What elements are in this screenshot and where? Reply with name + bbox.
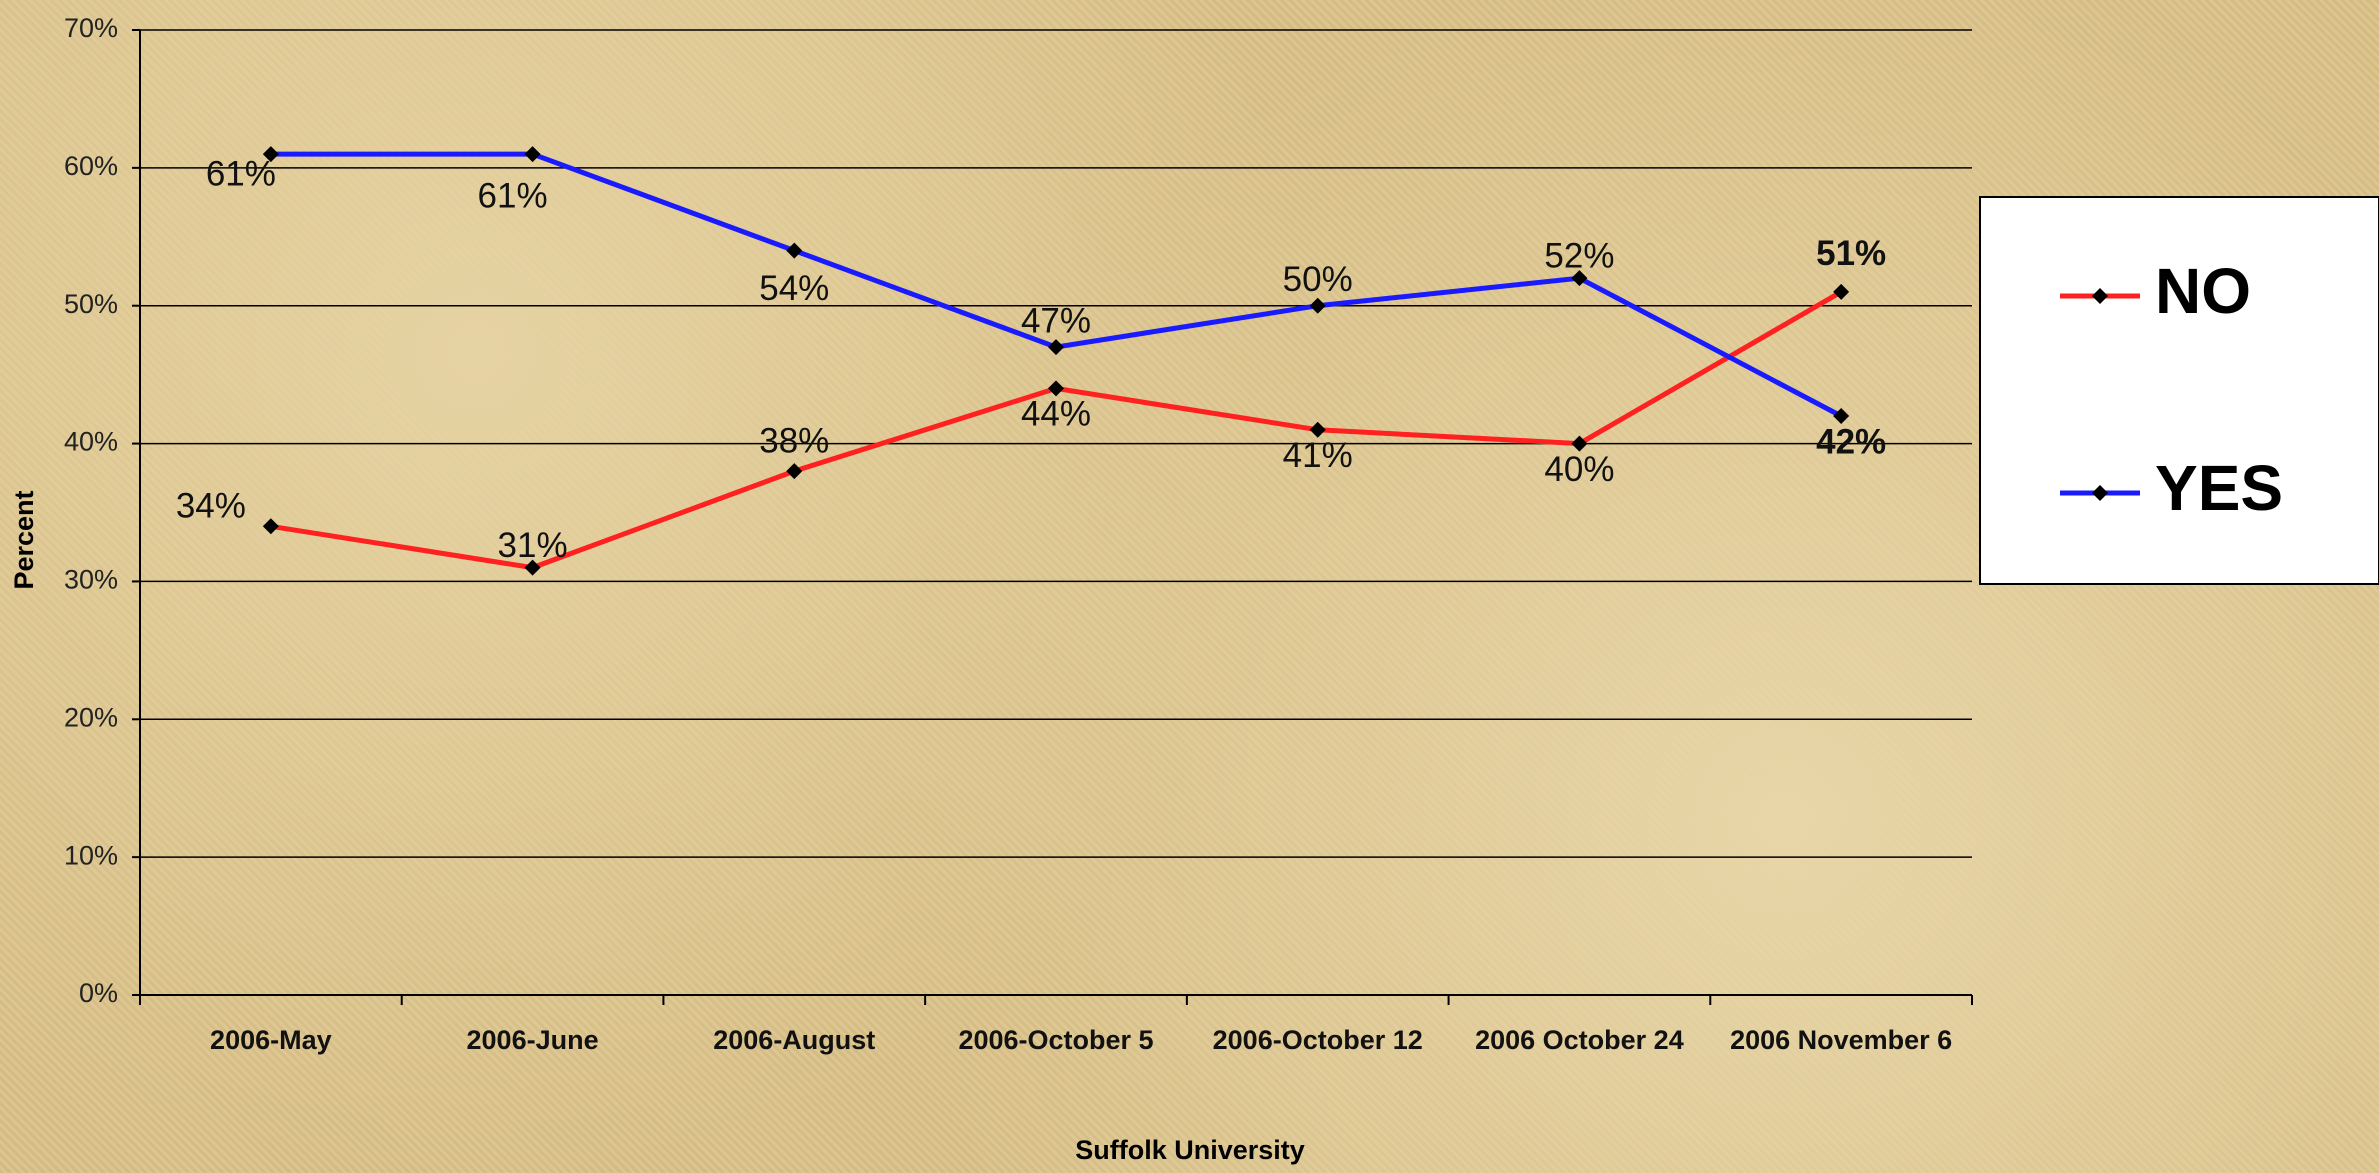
y-tick-label: 60% xyxy=(64,151,118,181)
y-tick-label: 10% xyxy=(64,840,118,870)
point xyxy=(262,518,279,535)
value-label: 42% xyxy=(1816,422,1886,461)
point xyxy=(524,146,541,163)
value-label: 54% xyxy=(759,269,829,308)
point xyxy=(1833,283,1850,300)
legend-marker xyxy=(2092,485,2108,501)
point xyxy=(1309,421,1326,438)
x-tick-label: 2006-October 5 xyxy=(958,1025,1154,1055)
point xyxy=(1309,297,1326,314)
value-label: 61% xyxy=(206,154,276,193)
value-label: 47% xyxy=(1021,301,1091,340)
y-tick-label: 70% xyxy=(64,13,118,43)
x-tick-label: 2006-August xyxy=(713,1025,876,1055)
y-tick-label: 50% xyxy=(64,289,118,319)
x-axis-label: Suffolk University xyxy=(1075,1135,1305,1165)
y-tick-label: 20% xyxy=(64,702,118,732)
x-tick-label: 2006-October 12 xyxy=(1212,1025,1423,1055)
legend-label: YES xyxy=(2155,452,2283,524)
x-tick-label: 2006 October 24 xyxy=(1475,1025,1684,1055)
point xyxy=(1571,270,1588,287)
legend-marker xyxy=(2092,288,2108,304)
value-label: 52% xyxy=(1544,236,1614,275)
point xyxy=(1048,339,1064,356)
value-label: 44% xyxy=(1021,395,1091,434)
point xyxy=(524,559,541,576)
x-tick-label: 2006-May xyxy=(210,1025,332,1055)
y-tick-label: 0% xyxy=(79,978,118,1008)
y-tick-label: 40% xyxy=(64,427,118,457)
x-tick-label: 2006 November 6 xyxy=(1730,1025,1953,1055)
value-label: 50% xyxy=(1283,260,1353,299)
point xyxy=(1048,380,1064,397)
x-tick-label: 2006-June xyxy=(466,1025,599,1055)
y-axis-label: Percent xyxy=(9,490,39,589)
legend-label: NO xyxy=(2155,255,2251,327)
point xyxy=(1571,435,1588,452)
value-label: 31% xyxy=(498,526,568,565)
y-tick-label: 30% xyxy=(64,565,118,595)
value-label: 38% xyxy=(759,421,829,460)
point xyxy=(786,242,803,259)
legend-box xyxy=(1979,196,2379,585)
value-label: 40% xyxy=(1544,450,1614,489)
value-label: 61% xyxy=(478,176,548,215)
point xyxy=(786,463,803,480)
value-label: 34% xyxy=(176,487,246,526)
value-label: 51% xyxy=(1816,234,1886,273)
point xyxy=(262,146,279,163)
point xyxy=(1833,408,1850,424)
value-label: 41% xyxy=(1283,436,1353,475)
